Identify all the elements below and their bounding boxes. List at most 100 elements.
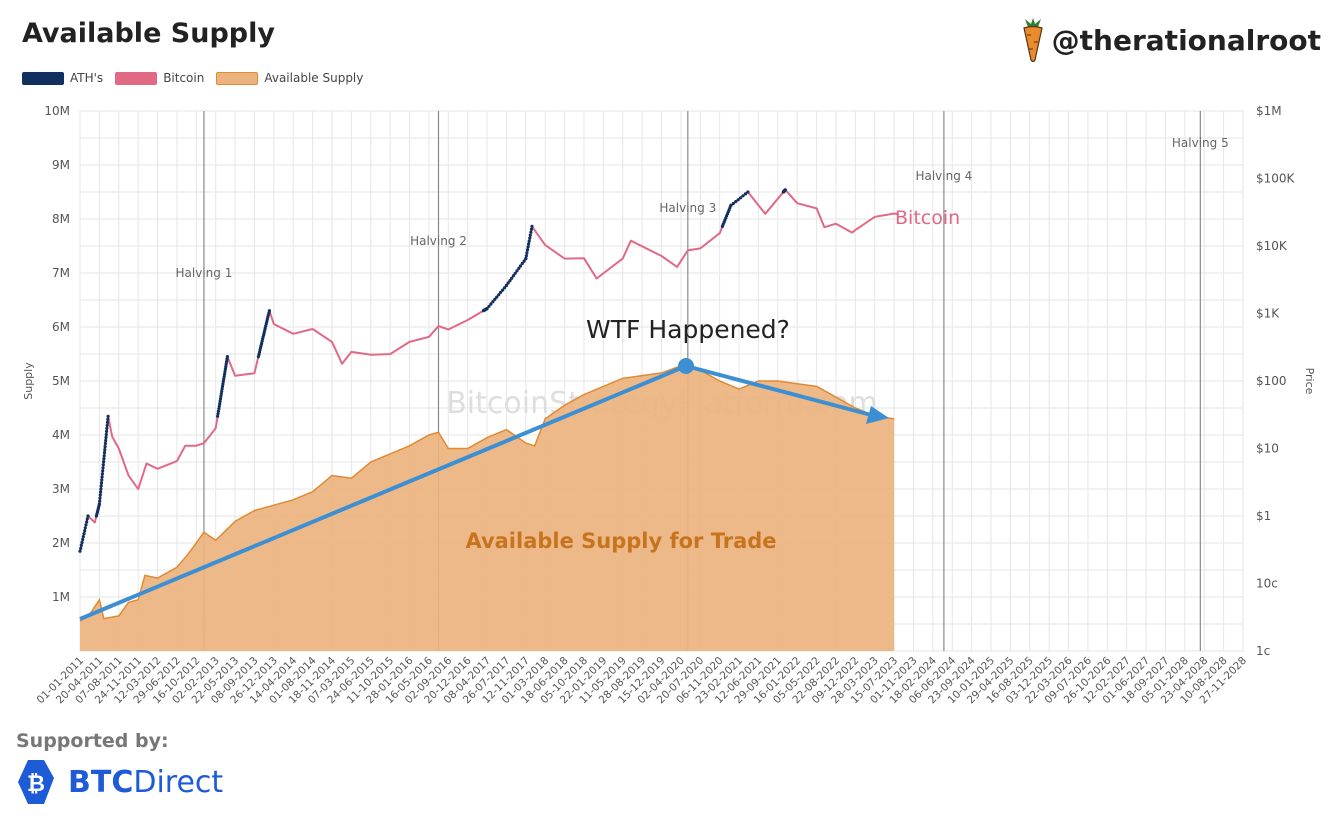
ath-point	[528, 233, 532, 237]
ath-point	[100, 472, 104, 476]
legend-item-bitcoin[interactable]: Bitcoin	[115, 71, 204, 85]
svg-text:₿: ₿	[27, 772, 45, 797]
btcdirect-wordmark: BTCDirect	[68, 764, 224, 800]
legend-item-ath[interactable]: ATH's	[22, 71, 103, 85]
ath-point	[525, 248, 530, 252]
available-supply-area	[80, 364, 895, 651]
ath-point	[527, 242, 531, 246]
y-left-tick-label: 6M	[52, 320, 70, 334]
carrot-icon	[1022, 18, 1043, 62]
ath-point	[103, 441, 107, 446]
ath-point	[524, 257, 528, 261]
ath-point	[102, 451, 107, 455]
ath-point	[220, 389, 224, 393]
ath-point	[219, 392, 223, 396]
ath-point	[105, 420, 110, 424]
y-left-tick-label: 4M	[52, 428, 70, 442]
y-right-tick-label: $10	[1256, 442, 1279, 456]
ath-point	[493, 297, 497, 301]
trend-arrow-down	[685, 364, 876, 418]
supply-chart: BitcoinStrategyPlatform.com Halving 1Hal…	[22, 104, 1316, 706]
ath-point	[216, 412, 220, 416]
ath-point	[497, 293, 501, 297]
ath-point	[501, 288, 505, 292]
ath-point	[216, 414, 220, 418]
y-left-tick-label: 3M	[52, 482, 70, 496]
ath-point	[508, 279, 512, 283]
ath-point	[518, 264, 523, 268]
annotation-available-supply: Available Supply for Trade	[465, 529, 776, 553]
y-left-tick-label: 10M	[44, 104, 70, 118]
y-left-tick-label: 8M	[52, 212, 70, 226]
handle-text: @therationalroot	[1051, 23, 1321, 57]
ath-point	[511, 274, 516, 278]
legend-swatch-ath	[22, 71, 64, 85]
supported-by-label: Supported by:	[16, 730, 169, 752]
ath-point	[506, 281, 510, 285]
ath-point	[729, 203, 733, 207]
halving-label: Halving 2	[410, 234, 467, 248]
y-axis-left-label: Supply	[22, 362, 35, 400]
ath-point	[222, 377, 226, 381]
ath-point	[220, 384, 225, 388]
ath-point	[225, 355, 229, 359]
ath-point	[217, 404, 221, 408]
ath-point	[80, 540, 84, 545]
axis-tick-labels: 10M 9M 8M 7M 6M 5M 4M 3M 2M 1M $1M $100K $10K $1K $100…	[34, 104, 1295, 706]
ath-point	[529, 227, 534, 231]
available-supply-line	[79, 364, 895, 622]
ath-point	[520, 261, 524, 266]
ath-point	[81, 537, 85, 542]
ath-point	[100, 478, 104, 482]
y-left-tick-label: 5M	[52, 374, 70, 388]
ath-point	[106, 417, 110, 421]
ath-point	[217, 407, 221, 411]
ath-point	[99, 487, 103, 491]
ath-point	[82, 532, 86, 536]
ath-point	[734, 200, 738, 204]
ath-point	[502, 286, 507, 290]
legend-swatch-bitcoin	[115, 71, 158, 85]
y-right-tick-label: 10c	[1256, 577, 1278, 591]
ath-point	[491, 300, 495, 304]
ath-point	[495, 295, 499, 299]
ath-point	[783, 188, 787, 192]
y-right-tick-label: $10K	[1256, 239, 1288, 253]
ath-point	[101, 463, 105, 467]
ath-point	[524, 254, 529, 258]
y-right-tick-label: $1	[1256, 509, 1271, 523]
ath-point	[216, 409, 220, 413]
ath-point	[98, 496, 102, 500]
btcdirect-logo[interactable]: ₿ BTCDirect	[14, 756, 223, 808]
legend-swatch-available-supply	[216, 71, 259, 85]
annotation-bitcoin: Bitcoin	[895, 207, 960, 229]
ath-point	[105, 429, 109, 433]
y-left-tick-label: 2M	[52, 536, 70, 550]
ath-point	[743, 192, 748, 196]
bitcoin-price-line	[79, 188, 899, 552]
ath-point	[527, 239, 531, 243]
trend-arrow-head	[866, 406, 889, 424]
legend-label-ath: ATH's	[70, 71, 104, 85]
ath-point	[222, 374, 226, 379]
ath-point	[105, 426, 109, 430]
ath-point	[223, 369, 227, 374]
halving-label: Halving 1	[176, 266, 233, 280]
trend-arrows	[79, 358, 889, 621]
trend-peak-marker	[678, 358, 694, 374]
ath-point	[105, 423, 109, 427]
ath-point	[220, 387, 224, 391]
ath-point	[102, 454, 106, 458]
ath-point	[218, 402, 222, 406]
ath-point	[221, 382, 225, 386]
legend-item-available-supply[interactable]: Available Supply	[216, 71, 363, 85]
ath-point	[85, 517, 89, 521]
ath-point	[223, 367, 227, 371]
ath-point	[225, 360, 229, 364]
legend-label-available-supply: Available Supply	[264, 71, 364, 85]
trend-arrow-up	[79, 364, 687, 621]
ath-point	[219, 394, 223, 398]
ath-point	[106, 414, 110, 418]
ath-point	[489, 302, 493, 306]
ath-point	[83, 529, 87, 533]
